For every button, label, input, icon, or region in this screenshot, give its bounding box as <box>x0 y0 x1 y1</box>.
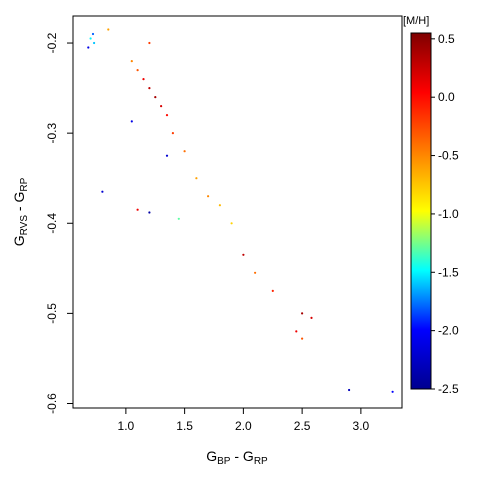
y-tick-label: -0.4 <box>45 213 59 234</box>
data-point <box>195 177 198 180</box>
data-point <box>295 330 298 333</box>
data-point <box>254 271 257 274</box>
x-tick-label: 2.0 <box>235 419 252 433</box>
data-point <box>148 41 151 45</box>
data-point <box>391 390 394 393</box>
data-point <box>136 208 139 211</box>
data-point <box>310 316 313 319</box>
data-point <box>160 105 163 108</box>
data-point <box>91 32 95 36</box>
data-point <box>130 120 133 123</box>
data-point <box>87 46 90 49</box>
data-point <box>177 217 180 220</box>
data-point <box>207 195 210 198</box>
x-tick-label: 3.0 <box>353 419 370 433</box>
colorbar-tick-label: 0.0 <box>438 90 455 104</box>
y-tick-label: -0.5 <box>45 303 59 324</box>
data-point <box>142 78 145 81</box>
data-point <box>242 253 245 256</box>
data-point <box>136 69 139 72</box>
colorbar-tick-label: -0.5 <box>438 149 459 163</box>
x-axis: 1.0 1.5 2.0 2.5 3.0 <box>118 408 370 433</box>
x-axis-label: GBP - GRP <box>206 448 268 467</box>
data-point <box>148 87 151 90</box>
plot-frame <box>72 15 403 409</box>
data-point <box>130 60 133 63</box>
data-point <box>89 37 92 40</box>
scatter-points <box>87 28 394 393</box>
data-point <box>301 337 304 340</box>
colorbar-ticks: 0.5 0.0 -0.5 -1.0 -1.5 -2.0 -2.5 <box>431 32 459 396</box>
colorbar-tick-label: 0.5 <box>438 32 455 46</box>
data-point <box>348 388 351 392</box>
data-point <box>107 28 110 31</box>
y-tick-label: -0.2 <box>45 32 59 53</box>
colorbar-tick-label: -1.0 <box>438 207 459 221</box>
data-point <box>165 154 169 157</box>
colorbar-tick-label: -2.5 <box>438 382 459 396</box>
data-point <box>171 132 174 135</box>
data-point <box>101 190 104 193</box>
data-point <box>154 96 157 99</box>
data-point <box>271 289 274 292</box>
x-tick-label: 2.5 <box>294 419 311 433</box>
colorbar-title: [M/H] <box>403 15 429 27</box>
colorbar <box>410 32 432 390</box>
y-tick-label: -0.3 <box>45 122 59 143</box>
data-point <box>165 114 169 117</box>
data-point <box>183 150 186 153</box>
x-tick-label: 1.0 <box>118 419 135 433</box>
colorbar-tick-label: -2.0 <box>438 324 459 338</box>
y-axis-label: GRVS - GRP <box>11 177 30 246</box>
y-tick-label: -0.6 <box>45 393 59 414</box>
data-point <box>301 312 304 315</box>
data-point <box>93 41 96 45</box>
colorbar-tick-label: -1.5 <box>438 265 459 279</box>
data-point <box>230 222 233 225</box>
y-axis: -0.6 -0.5 -0.4 -0.3 -0.2 <box>45 32 73 414</box>
data-point <box>148 211 151 214</box>
data-point <box>218 204 221 207</box>
x-tick-label: 1.5 <box>176 419 193 433</box>
